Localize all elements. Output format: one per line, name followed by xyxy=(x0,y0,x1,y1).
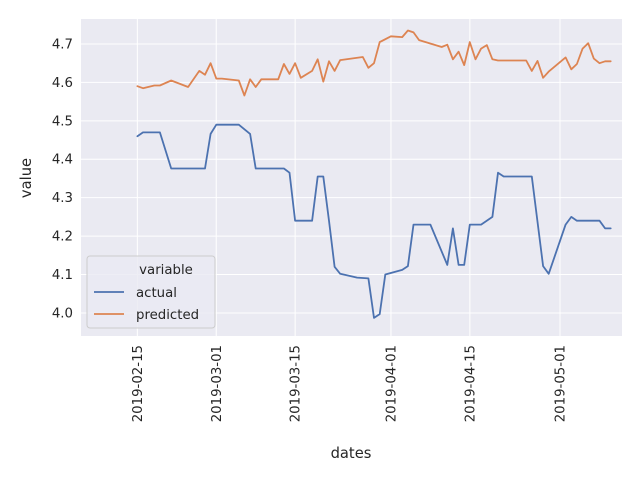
x-tick-label: 2019-04-15 xyxy=(463,345,478,422)
x-tick-label: 2019-05-01 xyxy=(554,345,569,422)
series-lines xyxy=(136,29,612,319)
legend: variable actual predicted xyxy=(86,255,216,329)
y-tick-label: 4.5 xyxy=(52,114,73,129)
legend-label-actual: actual xyxy=(136,286,177,301)
y-tick-label: 4.6 xyxy=(52,76,73,91)
x-tick-label: 2019-03-15 xyxy=(289,345,304,422)
y-tick-label: 4.1 xyxy=(52,268,73,283)
legend-title: variable xyxy=(139,263,193,278)
x-tick-labels: 2019-02-15 2019-03-01 2019-03-15 2019-04-01… xyxy=(131,345,569,422)
x-gridlines xyxy=(136,19,561,336)
legend-box xyxy=(86,255,216,329)
y-tick-label: 4.7 xyxy=(52,37,73,52)
y-tick-label: 4.2 xyxy=(52,230,73,245)
series-line-predicted xyxy=(136,29,612,97)
x-tick-label: 2019-03-01 xyxy=(210,345,225,422)
y-tick-label: 4.3 xyxy=(52,191,73,206)
y-tick-label: 4.4 xyxy=(52,153,73,168)
x-tick-label: 2019-04-01 xyxy=(384,345,399,422)
legend-label-predicted: predicted xyxy=(136,308,199,323)
y-tick-labels: 4.0 4.1 4.2 4.3 4.4 4.5 4.6 4.7 xyxy=(52,37,73,321)
series-line-actual xyxy=(136,123,612,319)
x-axis-label: dates xyxy=(331,445,372,462)
y-tick-label: 4.0 xyxy=(52,306,73,321)
x-tick-label: 2019-02-15 xyxy=(131,345,146,422)
y-axis-label: value xyxy=(18,158,35,198)
